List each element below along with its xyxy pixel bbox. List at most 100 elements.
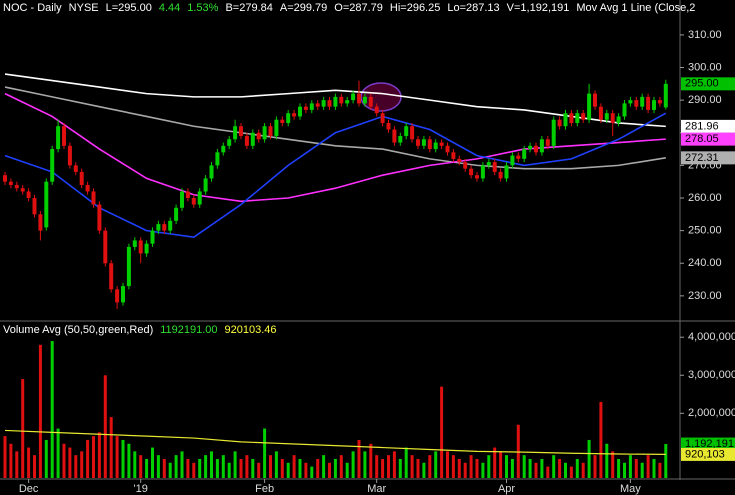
- volume-bar: [392, 451, 396, 478]
- candle-body: [368, 96, 373, 107]
- volume-bar: [475, 458, 479, 478]
- volume-bar: [233, 451, 237, 478]
- volume-bar: [33, 455, 36, 478]
- candle-body: [628, 100, 633, 104]
- volume-title: Volume Avg (50,50,green,Red): [3, 324, 154, 336]
- volume-bar: [451, 455, 455, 478]
- y-tick-label: 300.00: [688, 61, 722, 73]
- y-tick-label: 3,000,000: [688, 369, 735, 381]
- candle-body: [115, 289, 120, 303]
- candle-body: [374, 106, 379, 114]
- candle-body: [185, 191, 190, 199]
- price-header: NOC - Daily NYSE L=295.00 4.44 1.53% B=279.84…: [3, 2, 702, 14]
- candle-body: [321, 100, 326, 107]
- volume-bar: [310, 466, 314, 478]
- candle-body: [303, 106, 308, 110]
- x-tick-label: Mar: [367, 483, 386, 495]
- candle-body: [410, 126, 415, 140]
- volume-avg-stat: 920103.46: [224, 324, 277, 336]
- last-value-box: [681, 77, 735, 91]
- volume-bar: [404, 447, 408, 478]
- volume-bar: [587, 439, 591, 478]
- last-value-box: [681, 151, 735, 165]
- volume-bar: [133, 451, 137, 478]
- volume-bar: [634, 458, 638, 478]
- volume-bar: [593, 455, 597, 478]
- volume-bar: [416, 458, 420, 478]
- last-value-label: 295.00: [685, 78, 719, 90]
- candle-body: [56, 126, 61, 150]
- candle-body: [534, 145, 538, 153]
- last-value-box: [681, 119, 735, 133]
- volume-bar: [599, 401, 603, 478]
- volume-bar: [56, 428, 60, 478]
- x-tick-label: '19: [134, 483, 148, 495]
- candle-body: [91, 191, 96, 205]
- moving-average: [4, 112, 667, 238]
- volume-bar: [86, 439, 90, 478]
- volume-bar: [575, 458, 579, 478]
- candle-body: [492, 162, 497, 172]
- candle-body: [634, 100, 639, 107]
- candle-body: [528, 145, 533, 150]
- candle-body: [262, 126, 267, 140]
- last-value-label: 281.96: [685, 120, 719, 132]
- volume-bar: [215, 458, 219, 478]
- volume-bar: [422, 462, 426, 478]
- candle-body: [339, 96, 344, 104]
- candle-body: [132, 240, 137, 247]
- volume-bar: [198, 458, 202, 478]
- volume-bar: [363, 451, 367, 478]
- candle-body: [362, 96, 367, 104]
- volume-bar: [581, 462, 585, 478]
- candle-body: [351, 93, 356, 101]
- candle-body: [510, 155, 515, 166]
- candle-body: [498, 171, 503, 179]
- volume-bar: [410, 455, 414, 478]
- symbol: NOC - Daily: [3, 2, 62, 14]
- candle-body: [144, 243, 149, 254]
- candle-body: [439, 142, 444, 146]
- candle-body: [598, 106, 603, 120]
- candle-body: [280, 119, 285, 123]
- candle-body: [138, 240, 143, 254]
- candle-body: [309, 103, 314, 110]
- x-tick-label: Dec: [19, 483, 39, 495]
- volume-bar: [605, 443, 609, 478]
- volume-bar: [151, 447, 154, 478]
- volume-bar: [174, 455, 178, 478]
- volume-bar: [339, 455, 343, 478]
- volume-bar: [487, 455, 491, 478]
- candle-body: [327, 100, 332, 107]
- volume-bar: [440, 386, 444, 478]
- volume-bar: [569, 466, 573, 478]
- volume-bar: [103, 375, 107, 478]
- volume-bar: [617, 458, 621, 478]
- volume-bar: [44, 439, 48, 478]
- y-tick-label: 290.00: [688, 94, 722, 106]
- volume-bar: [428, 455, 432, 478]
- candle-body: [333, 96, 338, 107]
- last: L=295.00: [105, 2, 152, 14]
- volume: V=1,192,191: [506, 2, 570, 14]
- last-value-box: [681, 447, 735, 461]
- candle-body: [298, 106, 302, 117]
- volume-bar: [528, 458, 532, 478]
- volume-bar: [21, 379, 25, 478]
- volume-bar: [210, 451, 213, 478]
- volume-bar: [322, 455, 326, 478]
- volume-bar: [510, 458, 514, 478]
- candle-body: [622, 103, 627, 117]
- volume-bar: [546, 466, 550, 478]
- volume-bar: [481, 462, 485, 478]
- candle-body: [126, 246, 131, 287]
- candle-body: [386, 122, 391, 130]
- candle-body: [593, 93, 597, 107]
- candle-body: [215, 152, 220, 166]
- candle-body: [250, 132, 255, 146]
- volume-bar: [139, 455, 143, 478]
- volume-bar: [80, 451, 84, 478]
- candle-body: [421, 139, 426, 146]
- candle-body: [268, 126, 273, 137]
